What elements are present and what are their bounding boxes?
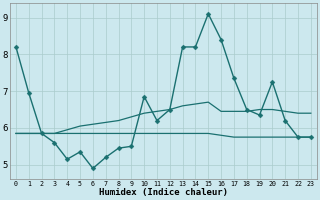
X-axis label: Humidex (Indice chaleur): Humidex (Indice chaleur) [99,188,228,197]
